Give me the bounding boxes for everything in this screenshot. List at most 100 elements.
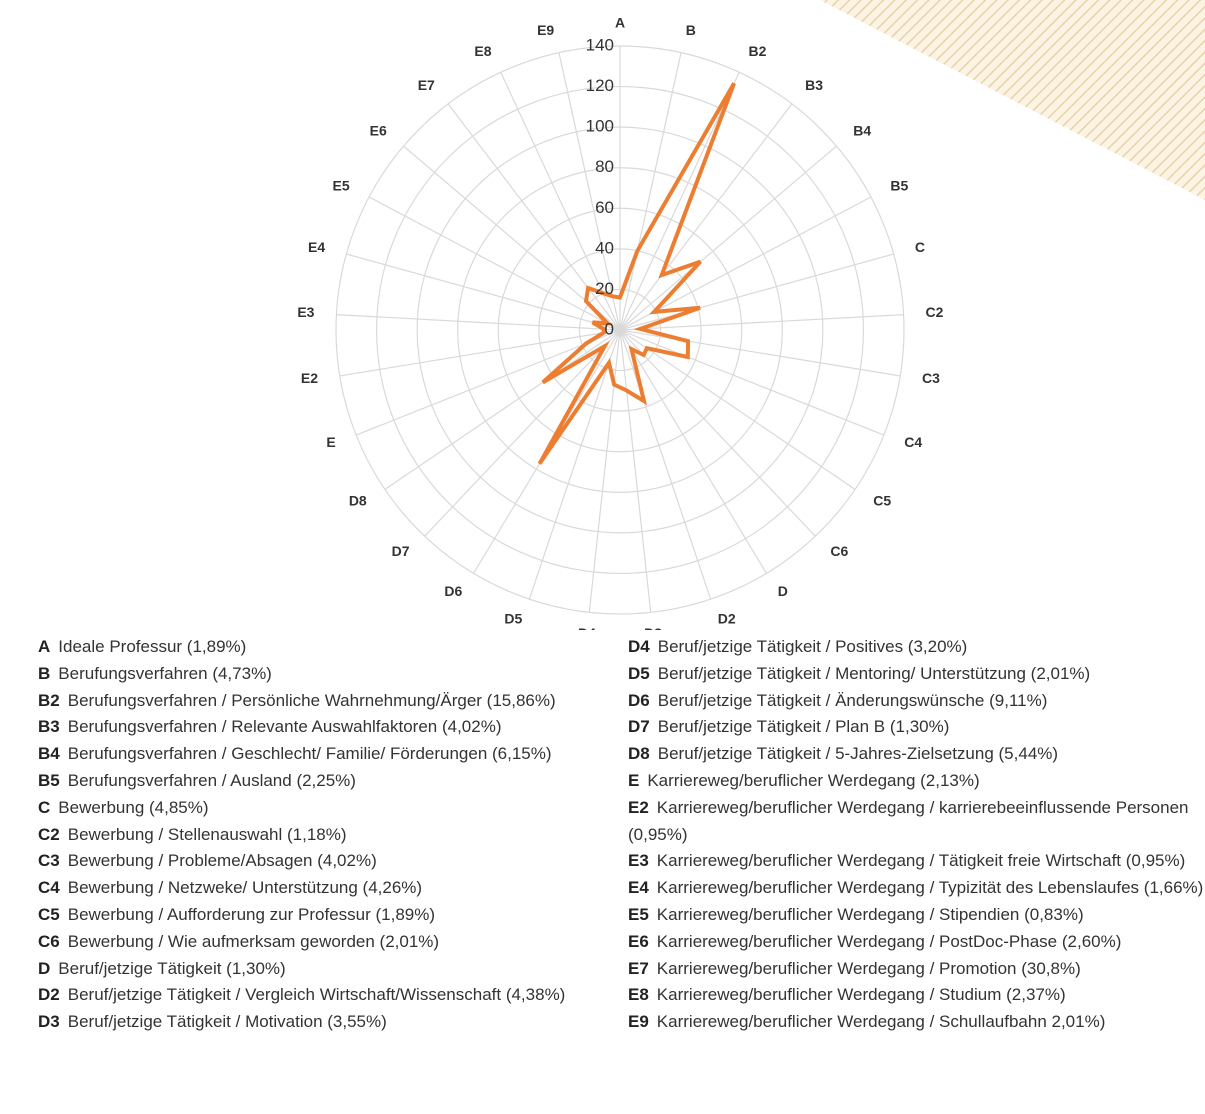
category-label: E4 — [308, 239, 325, 255]
category-label: C3 — [922, 370, 940, 386]
legend-item: C4 Bewerbung / Netzweke/ Unterstützung (4… — [38, 875, 618, 902]
spoke — [403, 145, 621, 331]
legend-item: D6 Beruf/jetzige Tätigkeit / Änderungswün… — [628, 688, 1205, 715]
y-tick-label: 100 — [586, 117, 614, 136]
spoke — [588, 329, 621, 613]
legend-item: C5 Bewerbung / Aufforderung zur Professur… — [38, 902, 618, 929]
legend-code: C3 — [38, 851, 60, 871]
spoke — [355, 329, 621, 436]
category-label: B2 — [748, 43, 766, 59]
legend-text: Ideale Professur (1,89%) — [58, 637, 247, 656]
spoke — [619, 145, 837, 331]
legend-right: D4 Beruf/jetzige Tätigkeit / Positives (3… — [628, 634, 1205, 1036]
legend-item: D3 Beruf/jetzige Tätigkeit / Motivation (… — [38, 1009, 618, 1036]
spoke — [619, 52, 682, 331]
spoke — [368, 196, 621, 331]
category-label: B3 — [805, 77, 823, 93]
series-line — [537, 82, 736, 465]
legend-code: C6 — [38, 931, 60, 951]
y-tick-label: 60 — [595, 198, 614, 217]
legend-text: Bewerbung (4,85%) — [58, 797, 209, 817]
legend-text: Berufungsverfahren / Ausland (2,25%) — [67, 770, 356, 790]
legend-code: E8 — [628, 985, 649, 1005]
legend-item: B3 Berufungsverfahren / Relevante Auswahl… — [38, 714, 618, 741]
category-label: D2 — [718, 611, 736, 627]
legend-text: Karriereweg/beruflicher Werdegang (2,13%… — [647, 770, 980, 790]
category-label: B — [686, 22, 696, 38]
spoke — [558, 52, 621, 331]
legend-text: Beruf/jetzige Tätigkeit / Positives (3,2… — [657, 637, 968, 656]
legend-item: E3 Karriereweg/beruflicher Werdegang / Tä… — [628, 848, 1205, 875]
legend-item: C Bewerbung (4,85%) — [38, 795, 618, 822]
category-label: E8 — [474, 43, 491, 59]
category-label: E2 — [301, 370, 318, 386]
spoke — [619, 329, 856, 490]
legend-code: E9 — [628, 1012, 649, 1032]
legend-text: Beruf/jetzige Tätigkeit / Änderungswünsc… — [657, 690, 1048, 710]
category-label: D4 — [578, 625, 596, 630]
legend-code: B2 — [38, 690, 60, 710]
legend-text: Bewerbung / Aufforderung zur Professur (… — [67, 904, 436, 924]
legend-code: D5 — [628, 663, 650, 683]
y-tick-label: 0 — [605, 319, 614, 338]
legend-item: E4 Karriereweg/beruflicher Werdegang / Ty… — [628, 875, 1205, 902]
category-label: E3 — [297, 304, 314, 320]
legend-left: A Ideale Professur (1,89%) B Berufungsverfa… — [38, 634, 618, 1036]
category-label: D3 — [644, 625, 662, 630]
legend-item: D2 Beruf/jetzige Tätigkeit / Vergleich Wi… — [38, 982, 618, 1009]
legend-text: Beruf/jetzige Tätigkeit (1,30%) — [58, 958, 286, 978]
legend-text: Beruf/jetzige Tätigkeit / Mentoring/ Unt… — [657, 663, 1091, 683]
legend-item: D4 Beruf/jetzige Tätigkeit / Positives (3… — [628, 634, 1205, 661]
legend-text: Beruf/jetzige Tätigkeit / 5-Jahres-Ziels… — [657, 744, 1059, 764]
spoke — [339, 329, 621, 377]
legend-code: B3 — [38, 717, 60, 737]
category-label: E9 — [537, 22, 554, 38]
spoke — [424, 329, 621, 537]
category-label: B5 — [890, 177, 908, 193]
legend-code: E4 — [628, 878, 649, 898]
category-label: D — [778, 583, 788, 599]
legend-item: E6 Karriereweg/beruflicher Werdegang / Po… — [628, 929, 1205, 956]
category-label: D8 — [349, 492, 367, 508]
legend-text: Bewerbung / Probleme/Absagen (4,02%) — [67, 851, 377, 871]
legend-text: Karriereweg/beruflicher Werdegang / Schu… — [656, 1012, 1106, 1032]
legend-text: Karriereweg/beruflicher Werdegang / Stip… — [656, 904, 1084, 924]
spoke — [619, 329, 712, 600]
category-label: C5 — [873, 492, 891, 508]
legend-item: E5 Karriereweg/beruflicher Werdegang / St… — [628, 902, 1205, 929]
legend-item: C6 Bewerbung / Wie aufmerksam geworden (2… — [38, 929, 618, 956]
legend-text: Beruf/jetzige Tätigkeit / Plan B (1,30%) — [657, 717, 950, 737]
spoke — [619, 329, 885, 436]
y-tick-label: 120 — [586, 76, 614, 95]
legend-code: E5 — [628, 904, 649, 924]
legend-item: E2 Karriereweg/beruflicher Werdegang / ka… — [628, 795, 1205, 849]
legend-item: A Ideale Professur (1,89%) — [38, 634, 618, 661]
category-label: D7 — [392, 543, 410, 559]
legend-code: B — [38, 663, 51, 683]
legend-code: E — [628, 770, 640, 790]
legend-text: Karriereweg/beruflicher Werdegang / Täti… — [656, 851, 1186, 871]
spoke — [346, 253, 621, 331]
spoke — [619, 314, 904, 331]
spoke — [336, 314, 621, 331]
legend-code: A — [38, 637, 51, 656]
decoration — [820, 0, 1205, 200]
legend-item: E9 Karriereweg/beruflicher Werdegang / Sc… — [628, 1009, 1205, 1036]
spoke — [500, 71, 621, 331]
legend-item: B Berufungsverfahren (4,73%) — [38, 661, 618, 688]
legend-item: B5 Berufungsverfahren / Ausland (2,25%) — [38, 768, 618, 795]
legend-item: D5 Beruf/jetzige Tätigkeit / Mentoring/ U… — [628, 661, 1205, 688]
legend-text: Bewerbung / Netzweke/ Unterstützung (4,2… — [67, 878, 423, 898]
y-tick-label: 80 — [595, 157, 614, 176]
legend-code: E7 — [628, 958, 649, 978]
legend-text: Berufungsverfahren / Geschlecht/ Familie… — [67, 744, 552, 764]
legend-code: E3 — [628, 851, 649, 871]
legend-text: Karriereweg/beruflicher Werdegang / Typi… — [656, 878, 1204, 898]
legend-text: Beruf/jetzige Tätigkeit / Vergleich Wirt… — [67, 985, 566, 1005]
y-tick-label: 40 — [595, 238, 614, 257]
legend-item: D7 Beruf/jetzige Tätigkeit / Plan B (1,30… — [628, 714, 1205, 741]
legend-item: E Karriereweg/beruflicher Werdegang (2,13… — [628, 768, 1205, 795]
spoke — [619, 253, 894, 331]
legend-text: Berufungsverfahren / Relevante Auswahlfa… — [67, 717, 502, 737]
